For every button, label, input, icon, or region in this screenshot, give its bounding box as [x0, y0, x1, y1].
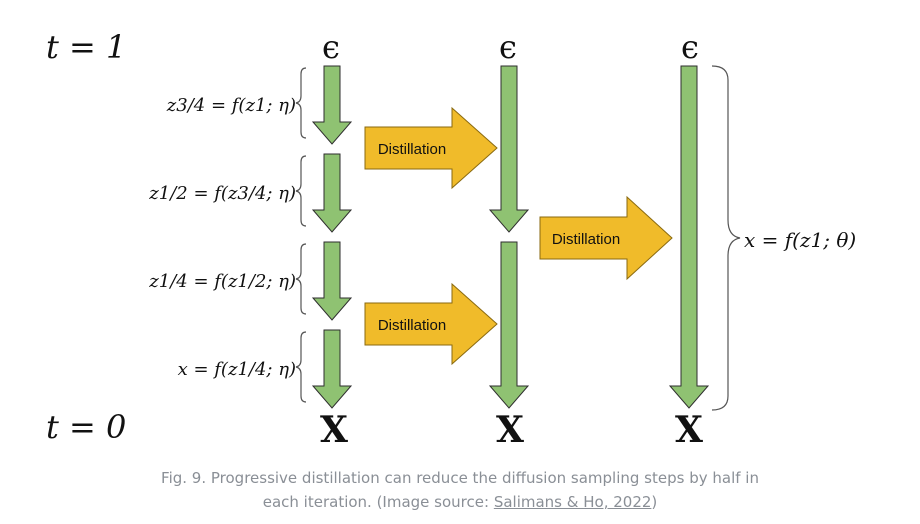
- sampling-step-arrow: [488, 241, 530, 409]
- final-equation: x = f(z1; θ): [744, 228, 856, 252]
- sampling-step-arrow: [311, 65, 353, 145]
- brace: [295, 67, 307, 139]
- caption-line-1: Fig. 9. Progressive distillation can red…: [161, 469, 759, 487]
- output-x-symbol: X: [675, 409, 703, 451]
- time-label-end: t = 0: [46, 408, 126, 446]
- epsilon-symbol: ϵ: [681, 28, 699, 66]
- distillation-arrow: [364, 282, 498, 366]
- sampling-step-arrow: [311, 241, 353, 321]
- epsilon-symbol: ϵ: [322, 28, 340, 66]
- time-label-start: t = 1: [46, 28, 126, 66]
- distillation-label: Distillation: [378, 141, 446, 158]
- source-link[interactable]: Salimans & Ho, 2022: [493, 493, 652, 511]
- epsilon-symbol: ϵ: [499, 28, 517, 66]
- step-equation: z3/4 = f(z1; η): [166, 95, 296, 116]
- brace: [711, 65, 741, 411]
- sampling-step-arrow: [488, 65, 530, 233]
- brace: [295, 243, 307, 315]
- distillation-label: Distillation: [378, 317, 446, 334]
- caption-prefix: each iteration. (Image source:: [262, 493, 494, 511]
- figure-caption: Fig. 9. Progressive distillation can red…: [0, 466, 920, 514]
- step-equation: z1/2 = f(z3/4; η): [148, 183, 296, 204]
- distillation-arrow: [364, 106, 498, 190]
- brace: [295, 155, 307, 227]
- caption-suffix: ): [651, 493, 658, 511]
- brace: [295, 331, 307, 403]
- caption-line-2: each iteration. (Image source: Salimans …: [0, 490, 920, 514]
- sampling-step-arrow: [311, 329, 353, 409]
- distillation-arrow: [539, 195, 673, 281]
- output-x-symbol: X: [320, 409, 348, 451]
- step-equation: z1/4 = f(z1/2; η): [148, 271, 296, 292]
- step-equation: x = f(z1/4; η): [178, 359, 296, 380]
- distillation-label: Distillation: [552, 231, 620, 248]
- sampling-step-arrow: [311, 153, 353, 233]
- output-x-symbol: X: [496, 409, 524, 451]
- progressive-distillation-diagram: t = 1 t = 0 ϵ ϵ ϵ X X X z3/4 = f(z1; η) …: [46, 28, 856, 451]
- sampling-step-arrow: [668, 65, 710, 409]
